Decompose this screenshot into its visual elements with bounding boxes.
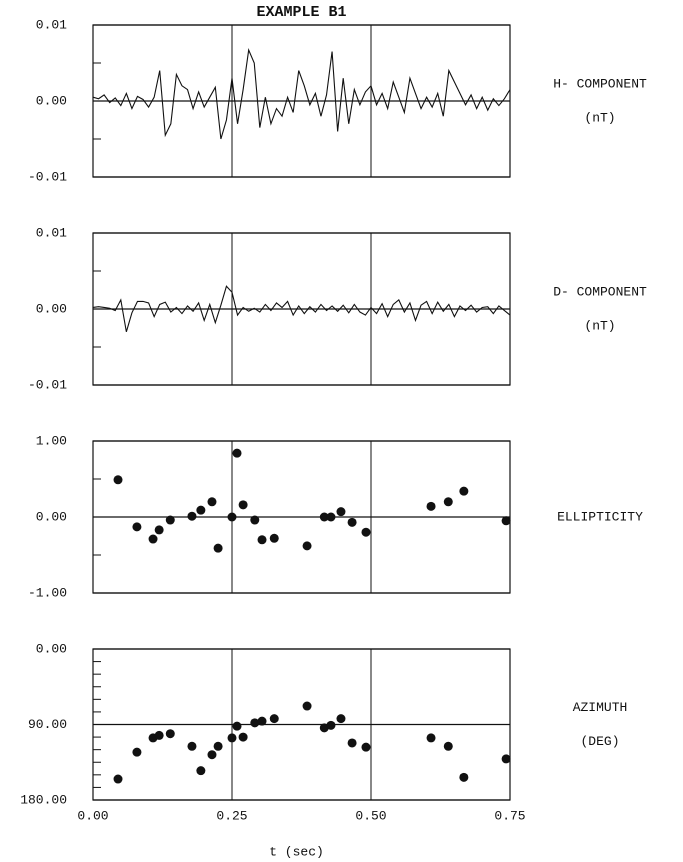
data-point — [347, 517, 357, 527]
x-tick-label: 0.00 — [77, 808, 108, 823]
data-point — [361, 742, 371, 752]
data-point — [232, 448, 242, 458]
data-point — [257, 535, 267, 545]
data-point — [165, 515, 175, 525]
data-point — [227, 512, 237, 522]
data-point — [250, 718, 260, 728]
x-tick-label: 0.75 — [494, 808, 525, 823]
data-line — [92, 285, 511, 332]
data-point — [426, 501, 436, 511]
y-tick-label: -1.00 — [28, 585, 67, 600]
y-tick-label: 0.00 — [36, 509, 67, 524]
side-label: (nT) — [584, 110, 615, 125]
data-point — [326, 512, 336, 522]
data-point — [269, 714, 279, 724]
side-label: AZIMUTH — [573, 700, 628, 715]
side-label: (DEG) — [580, 734, 619, 749]
y-tick-label: 180.00 — [20, 792, 67, 807]
side-label: ELLIPTICITY — [557, 509, 643, 524]
data-point — [302, 701, 312, 711]
data-point — [459, 772, 469, 782]
data-point — [113, 774, 123, 784]
data-point — [187, 741, 197, 751]
data-point — [154, 525, 164, 535]
data-point — [257, 716, 267, 726]
data-point — [207, 497, 217, 507]
data-line — [92, 48, 511, 140]
data-point — [132, 747, 142, 757]
data-point — [326, 720, 336, 730]
data-point — [426, 733, 436, 743]
data-point — [459, 486, 469, 496]
data-point — [501, 516, 511, 526]
side-label: H- COMPONENT — [553, 76, 647, 91]
side-label: (nT) — [584, 318, 615, 333]
data-point — [269, 533, 279, 543]
y-tick-label: 0.00 — [36, 93, 67, 108]
data-point — [207, 750, 217, 760]
y-tick-label: 0.00 — [36, 301, 67, 316]
data-point — [227, 733, 237, 743]
y-tick-label: 0.01 — [36, 225, 67, 240]
y-tick-label: -0.01 — [28, 377, 67, 392]
data-point — [443, 741, 453, 751]
y-tick-label: 1.00 — [36, 433, 67, 448]
data-point — [250, 515, 260, 525]
x-tick-label: 0.50 — [355, 808, 386, 823]
data-point — [196, 766, 206, 776]
data-point — [501, 754, 511, 764]
x-axis-label: t (sec) — [269, 844, 324, 859]
data-point — [196, 505, 206, 515]
data-point — [336, 714, 346, 724]
data-point — [319, 512, 329, 522]
data-point — [148, 534, 158, 544]
data-point — [154, 730, 164, 740]
data-point — [238, 500, 248, 510]
data-point — [232, 721, 242, 731]
y-tick-label: 0.00 — [36, 641, 67, 656]
data-point — [302, 541, 312, 551]
y-tick-label: -0.01 — [28, 169, 67, 184]
data-point — [213, 543, 223, 553]
data-point — [213, 741, 223, 751]
chart-title: EXAMPLE B1 — [256, 4, 346, 21]
data-point — [132, 522, 142, 532]
y-tick-label: 0.01 — [36, 17, 67, 32]
data-point — [336, 507, 346, 517]
x-tick-label: 0.25 — [216, 808, 247, 823]
data-point — [443, 497, 453, 507]
data-point — [361, 527, 371, 537]
data-point — [113, 475, 123, 485]
y-tick-label: 90.00 — [28, 717, 67, 732]
side-label: D- COMPONENT — [553, 284, 647, 299]
data-point — [187, 511, 197, 521]
data-point — [165, 729, 175, 739]
data-point — [238, 732, 248, 742]
data-point — [347, 738, 357, 748]
